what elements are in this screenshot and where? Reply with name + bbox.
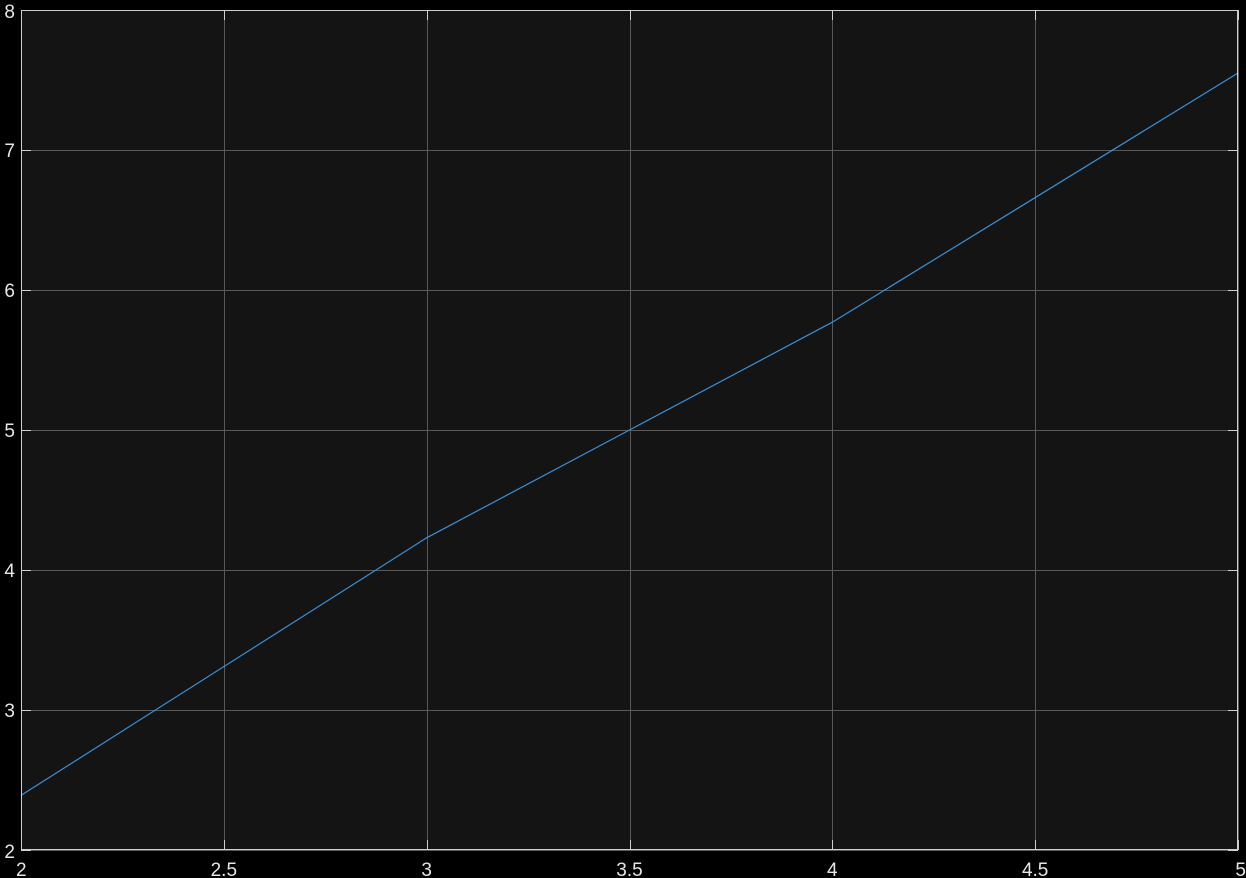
x-tick-label: 2.5 [211,860,237,878]
y-tick-label: 2 [4,842,15,863]
x-tick-label: 2 [16,860,27,878]
x-tick-label: 4.5 [1022,860,1048,878]
y-tick-label: 7 [4,141,15,162]
x-tick-label: 3.5 [616,860,642,878]
x-tick-label: 4 [827,860,838,878]
y-tick-label: 3 [4,701,15,722]
y-tick-label: 8 [4,2,15,23]
tick-labels: 2 2.5 3 3.5 4 4.5 5 2 3 4 5 6 7 8 [4,2,1246,878]
series-line-1 [20,72,1239,796]
y-tick-label: 6 [4,281,15,302]
series-layer [20,72,1239,796]
x-tick-label: 5 [1235,860,1246,878]
x-tick-label: 3 [421,860,432,878]
y-tick-label: 4 [4,561,15,582]
tick-marks [21,10,1239,851]
y-tick-label: 5 [4,421,15,442]
